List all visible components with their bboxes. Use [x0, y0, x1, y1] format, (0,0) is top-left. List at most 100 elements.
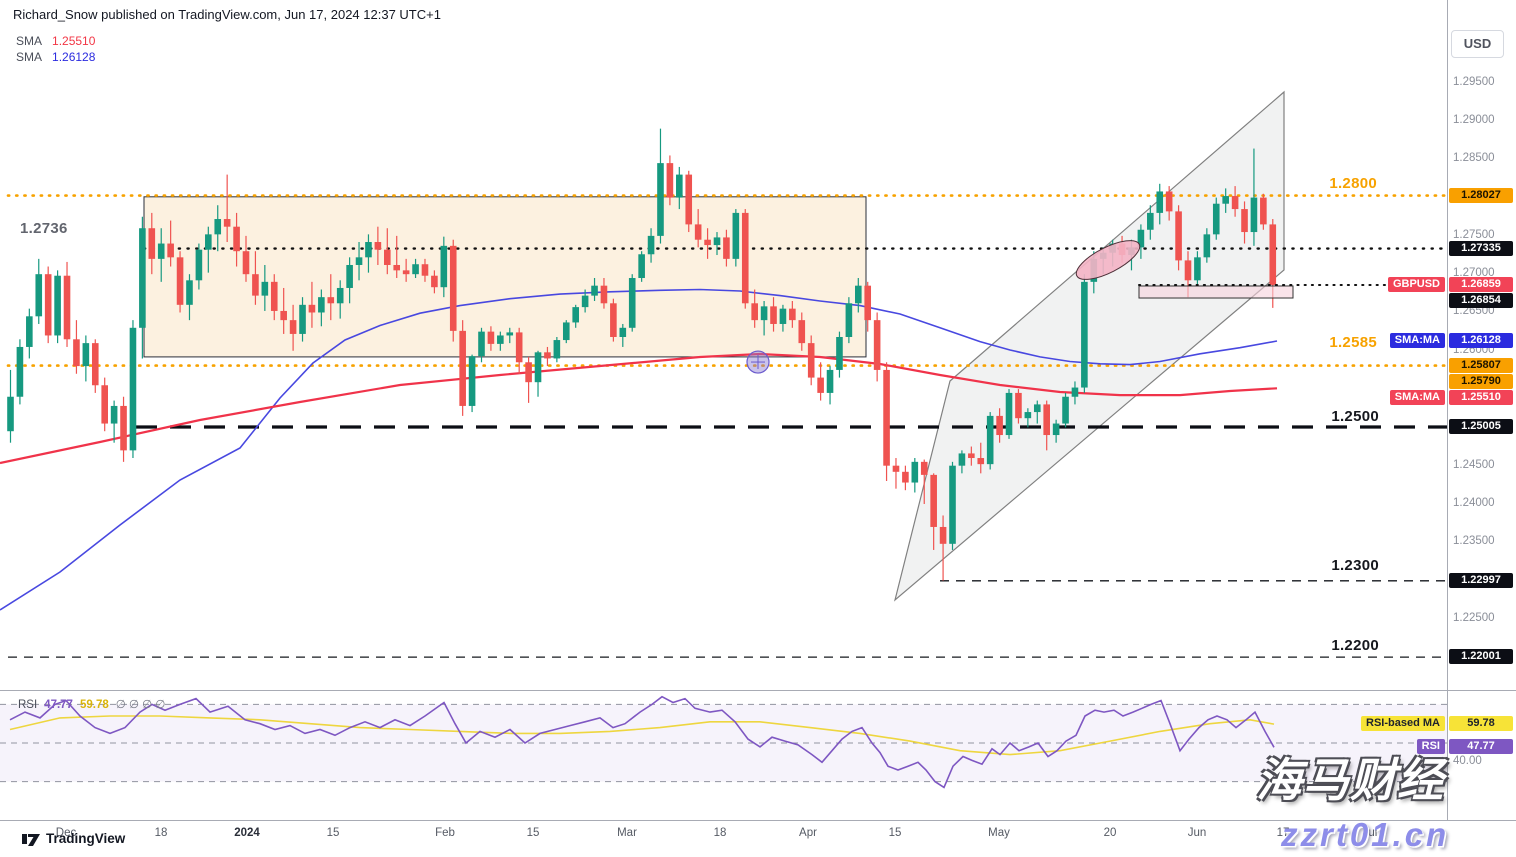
pane-separator[interactable]	[0, 690, 1516, 691]
candle-body[interactable]	[525, 362, 532, 383]
candle-body[interactable]	[1052, 423, 1060, 436]
candle-body[interactable]	[1260, 197, 1267, 225]
candle-body[interactable]	[280, 310, 287, 321]
candle-body[interactable]	[534, 352, 542, 383]
candle-body[interactable]	[986, 415, 994, 465]
candle-body[interactable]	[148, 228, 156, 259]
legend-sma-red[interactable]: SMA 1.25510	[16, 33, 95, 49]
candle-body[interactable]	[374, 242, 382, 250]
candle-body[interactable]	[63, 275, 71, 340]
candle-body[interactable]	[685, 174, 693, 225]
candle-body[interactable]	[949, 465, 956, 544]
candle-body[interactable]	[1175, 211, 1182, 261]
candle-body[interactable]	[676, 174, 683, 198]
candle-body[interactable]	[1231, 196, 1239, 210]
support-zone-drawing[interactable]	[1138, 285, 1294, 299]
candle-body[interactable]	[591, 285, 598, 296]
candle-body[interactable]	[1165, 191, 1173, 212]
candle-body[interactable]	[694, 224, 702, 240]
candle-body[interactable]	[223, 219, 231, 227]
candle-body[interactable]	[205, 234, 212, 250]
candle-body[interactable]	[930, 474, 937, 527]
candle-body[interactable]	[902, 471, 909, 483]
candle-body[interactable]	[346, 264, 353, 288]
candle-body[interactable]	[82, 343, 90, 367]
candle-body[interactable]	[157, 243, 165, 259]
candle-body[interactable]	[26, 316, 33, 347]
candle-body[interactable]	[365, 242, 372, 258]
candle-body[interactable]	[421, 264, 429, 276]
ellipse-drawing[interactable]	[1071, 233, 1145, 287]
candle-body[interactable]	[195, 249, 203, 281]
candle-body[interactable]	[544, 352, 551, 359]
candle-body[interactable]	[911, 461, 919, 483]
candle-body[interactable]	[562, 322, 570, 341]
candle-body[interactable]	[920, 461, 928, 475]
candle-body[interactable]	[958, 453, 966, 466]
candle-body[interactable]	[628, 278, 636, 328]
candle-body[interactable]	[44, 274, 52, 336]
candle-body[interactable]	[845, 303, 853, 337]
candle-body[interactable]	[16, 346, 24, 397]
candle-body[interactable]	[581, 295, 589, 308]
candle-body[interactable]	[600, 285, 608, 304]
candle-body[interactable]	[214, 219, 222, 235]
candle-body[interactable]	[384, 249, 391, 265]
candle-body[interactable]	[515, 332, 523, 363]
candle-body[interactable]	[468, 356, 476, 406]
candle-body[interactable]	[478, 331, 485, 357]
candle-body[interactable]	[308, 304, 316, 313]
candle-body[interactable]	[732, 212, 740, 259]
candle-body[interactable]	[91, 343, 99, 386]
candle-body[interactable]	[704, 239, 711, 246]
candle-body[interactable]	[751, 303, 758, 321]
sma-blue-line[interactable]	[0, 288, 1278, 611]
candle-body[interactable]	[1071, 387, 1079, 397]
tradingview-attribution[interactable]: TradingView	[22, 831, 125, 846]
currency-toggle-button[interactable]: USD	[1451, 30, 1504, 58]
candle-body[interactable]	[355, 257, 363, 265]
candle-body[interactable]	[497, 335, 504, 344]
candle-body[interactable]	[506, 332, 514, 336]
candle-body[interactable]	[1062, 396, 1069, 424]
candle-body[interactable]	[789, 308, 796, 321]
candle-body[interactable]	[741, 212, 749, 304]
candle-body[interactable]	[73, 339, 80, 367]
candle-body[interactable]	[1147, 212, 1154, 230]
candle-body[interactable]	[996, 415, 1003, 436]
candle-body[interactable]	[638, 254, 645, 279]
candle-body[interactable]	[101, 385, 108, 424]
candle-body[interactable]	[1137, 229, 1145, 248]
candle-body[interactable]	[553, 340, 561, 359]
candle-body[interactable]	[807, 343, 815, 378]
candle-body[interactable]	[440, 245, 448, 288]
candle-body[interactable]	[412, 264, 419, 275]
candle-body[interactable]	[779, 308, 787, 324]
candle-body[interactable]	[129, 327, 137, 451]
candle-body[interactable]	[242, 251, 250, 275]
candle-body[interactable]	[1269, 224, 1277, 285]
candle-body[interactable]	[449, 245, 457, 331]
candle-body[interactable]	[968, 453, 975, 459]
candle-body[interactable]	[110, 405, 118, 424]
candle-body[interactable]	[1024, 412, 1032, 419]
candle-body[interactable]	[167, 243, 174, 258]
candle-body[interactable]	[7, 396, 14, 432]
candle-body[interactable]	[1015, 392, 1022, 419]
candle-body[interactable]	[54, 275, 61, 336]
candle-body[interactable]	[402, 270, 410, 275]
candle-body[interactable]	[1250, 197, 1258, 233]
candle-body[interactable]	[1241, 209, 1248, 233]
candle-body[interactable]	[977, 458, 985, 465]
candle-body[interactable]	[336, 287, 344, 304]
candle-body[interactable]	[1156, 191, 1164, 213]
rsi-line[interactable]	[9, 695, 1275, 789]
candle-body[interactable]	[1203, 234, 1211, 258]
candle-body[interactable]	[459, 330, 466, 406]
candle-body[interactable]	[855, 285, 862, 304]
candle-body[interactable]	[892, 465, 900, 472]
candle-body[interactable]	[487, 331, 495, 344]
candle-body[interactable]	[289, 320, 297, 334]
candle-body[interactable]	[299, 304, 306, 334]
candle-body[interactable]	[35, 274, 43, 317]
